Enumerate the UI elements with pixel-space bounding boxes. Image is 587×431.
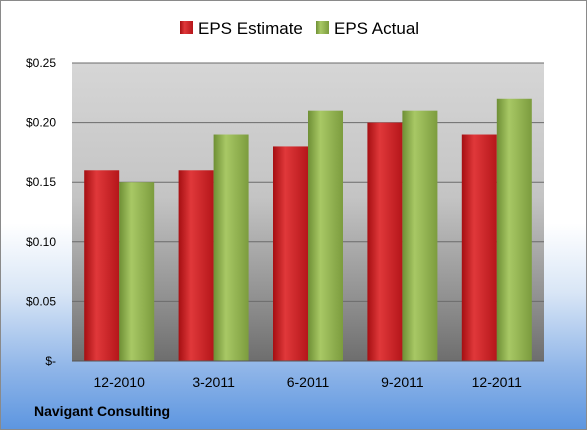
x-axis-ticks: 12-2010 3-2011 6-2011 9-2011 12-2011 (94, 374, 523, 390)
legend-swatch-eps-actual (316, 21, 329, 34)
bar-eps-actual (308, 110, 343, 362)
legend-label-eps-estimate: EPS Estimate (198, 19, 303, 38)
y-tick-label: $0.10 (26, 235, 56, 249)
bars (84, 98, 532, 362)
bar-eps-actual (213, 134, 249, 361)
bar-eps-estimate (273, 146, 308, 361)
bar-eps-actual (402, 110, 438, 362)
x-tick-label: 6-2011 (287, 374, 330, 390)
bar-eps-actual (119, 182, 155, 361)
y-axis-ticks: $- $0.05 $0.10 $0.15 $0.20 $0.25 (26, 56, 56, 368)
y-tick-label: $- (45, 354, 56, 368)
y-tick-label: $0.20 (26, 116, 56, 130)
y-tick-label: $0.25 (26, 56, 56, 70)
x-tick-label: 3-2011 (192, 374, 235, 390)
bar-eps-estimate (367, 122, 403, 361)
bar-eps-actual (496, 98, 532, 361)
x-tick-label: 12-2011 (472, 374, 523, 390)
bar-eps-estimate (84, 170, 120, 361)
y-tick-label: $0.15 (26, 175, 56, 189)
legend: EPS Estimate EPS Actual (180, 19, 419, 38)
y-tick-label: $0.05 (26, 294, 56, 308)
legend-swatch-eps-estimate (180, 21, 193, 34)
x-tick-label: 12-2010 (94, 374, 146, 390)
x-tick-label: 9-2011 (381, 374, 424, 390)
bar-eps-estimate (178, 170, 214, 361)
footer-source-label: Navigant Consulting (34, 403, 170, 419)
bar-eps-estimate (461, 134, 497, 361)
legend-label-eps-actual: EPS Actual (334, 19, 419, 38)
